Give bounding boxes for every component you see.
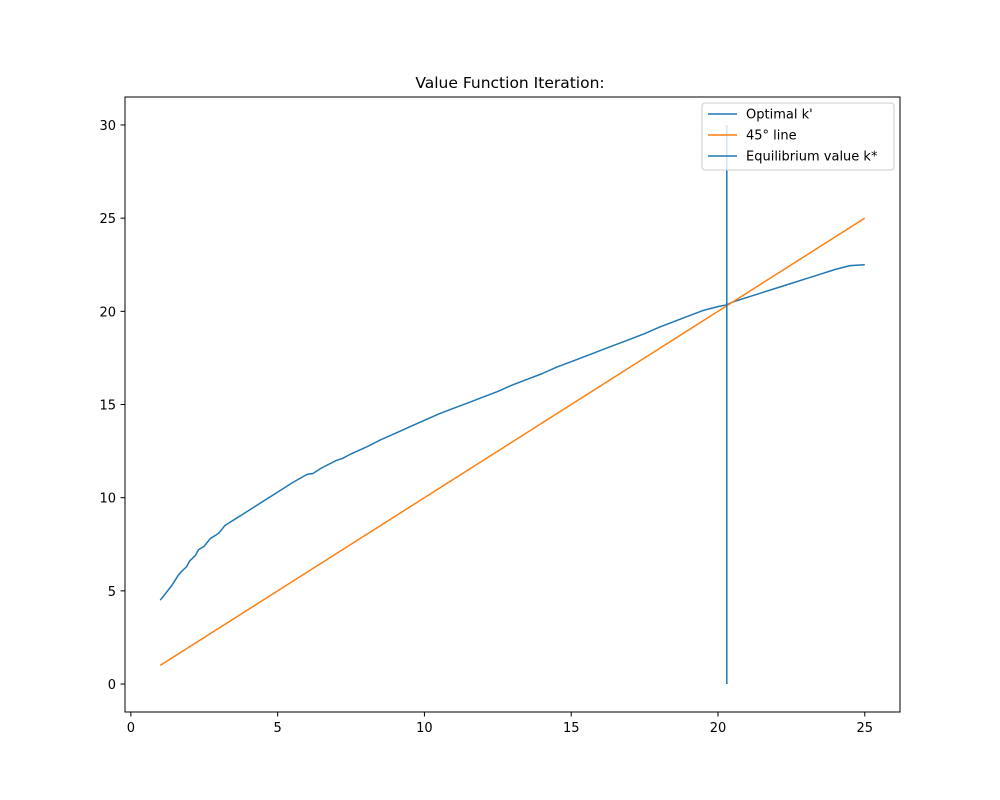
y-tick-label: 5 xyxy=(108,585,116,600)
x-tick-label: 10 xyxy=(416,721,433,736)
x-tick-label: 5 xyxy=(274,721,282,736)
x-tick-label: 20 xyxy=(710,721,727,736)
legend-box xyxy=(701,102,895,171)
y-tick-label: 30 xyxy=(99,119,116,134)
series-optimal-k xyxy=(159,263,865,601)
x-tick-label: 25 xyxy=(856,721,873,736)
x-axis: 0 5 10 15 20 25 xyxy=(127,712,873,736)
chart-title: Value Function Iteration: xyxy=(415,74,604,92)
x-tick-label: 15 xyxy=(563,721,580,736)
legend-label: Optimal k' xyxy=(746,108,813,123)
series-layer xyxy=(159,124,866,685)
legend: Optimal k' 45° line Equilibrium value k* xyxy=(701,102,895,171)
y-tick-label: 10 xyxy=(99,492,116,507)
x-tick-label: 0 xyxy=(127,721,135,736)
y-tick-label: 15 xyxy=(99,399,116,414)
y-tick-label: 0 xyxy=(108,678,116,693)
y-tick-label: 20 xyxy=(99,305,116,320)
series-45-line xyxy=(159,217,866,667)
y-tick-label: 25 xyxy=(99,212,116,227)
legend-label: Equilibrium value k* xyxy=(746,150,878,165)
legend-label: 45° line xyxy=(746,129,797,144)
y-axis: 0 5 10 15 20 25 30 xyxy=(99,119,125,693)
